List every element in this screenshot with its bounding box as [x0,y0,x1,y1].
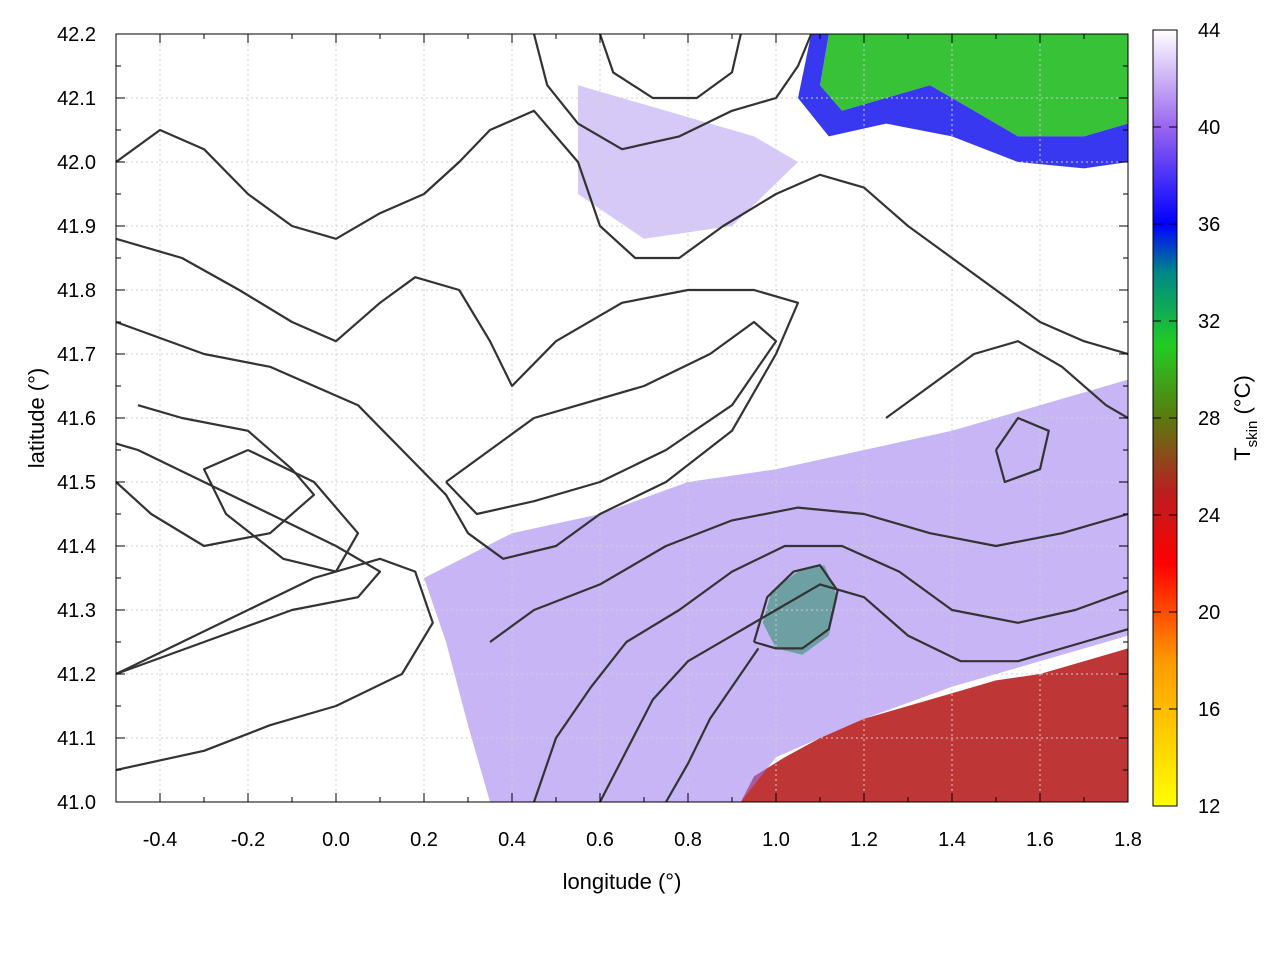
colorbar-label-sub: skin [1244,421,1261,448]
y-tick-label-7: 41.7 [57,344,96,366]
contour-line-4 [116,109,1128,356]
region-northeast-cool [820,34,1128,137]
colorbar-tick-label-0: 12 [1198,796,1220,818]
x-tick-label-2: 0.0 [322,829,350,851]
contour-line-5 [532,34,813,151]
contour-line-8 [489,506,1128,643]
contour-line-12 [752,564,839,650]
y-axis-ticks: 41.0 41.1 41.2 41.3 41.4 41.5 41.6 41.7 41.8 41.9… [57,24,1128,814]
colorbar-tick-label-7: 40 [1198,117,1220,139]
y-tick-label-4: 41.4 [57,536,96,558]
contour-line-14 [994,416,1050,484]
colorbar-label-main: T [1230,447,1255,460]
y-tick-label-3: 41.3 [57,600,96,622]
contour-line-1 [116,442,382,676]
contour-line-15 [116,404,316,548]
colorbar-tick-label-6: 36 [1198,214,1220,236]
contour-line-9 [532,544,1128,802]
y-tick-label-6: 41.6 [57,408,96,430]
x-tick-label-7: 1.0 [762,829,790,851]
region-northeast-blue-rim [798,34,1128,169]
contour-line-0 [116,557,434,772]
colorbar-ticks: 12 16 20 24 28 32 36 40 44 [1153,20,1220,818]
x-axis-label: longitude (°) [563,869,682,894]
contour-lines [116,34,1128,802]
colorbar-tick-label-1: 16 [1198,699,1220,721]
x-tick-label-10: 1.6 [1026,829,1054,851]
y-tick-label-11: 42.1 [57,88,96,110]
y-tick-label-0: 41.0 [57,792,96,814]
contour-line-6 [598,34,742,100]
colorbar-tick-label-2: 20 [1198,602,1220,624]
contour-line-2 [202,448,360,573]
x-tick-label-0: -0.4 [143,829,177,851]
colorbar-tick-label-8: 44 [1198,20,1220,42]
colorbar-tick-label-3: 24 [1198,505,1220,527]
region-sea [740,648,1128,802]
x-tick-label-9: 1.4 [938,829,966,851]
x-tick-label-3: 0.2 [410,829,438,851]
contour-line-13 [885,340,1128,419]
x-axis-ticks: -0.4 -0.2 0.0 0.2 0.4 0.6 0.8 1.0 1.2 1.4 1.6 1.8 [115,34,1142,851]
colorbar-label: Tskin (°C) [1230,375,1261,461]
colorbar-tick-label-5: 32 [1198,311,1220,333]
contour-line-11 [665,647,760,802]
x-tick-label-1: -0.2 [231,829,265,851]
x-tick-label-4: 0.4 [498,829,526,851]
contour-line-10 [599,583,1128,802]
x-tick-label-6: 0.8 [674,829,702,851]
x-tick-label-11: 1.8 [1114,829,1142,851]
x-tick-label-8: 1.2 [850,829,878,851]
grid-lines [116,34,1128,802]
contour-line-7 [445,320,778,516]
y-tick-label-10: 42.0 [57,152,96,174]
y-tick-label-8: 41.8 [57,280,96,302]
colorbar-label-suffix: (°C) [1230,375,1255,420]
x-tick-label-5: 0.6 [586,829,614,851]
y-tick-label-1: 41.1 [57,728,96,750]
y-tick-label-5: 41.5 [57,472,96,494]
y-tick-label-9: 41.9 [57,216,96,238]
contour-line-3 [116,237,800,560]
y-tick-label-12: 42.2 [57,24,96,46]
colorbar-tick-label-4: 28 [1198,408,1220,430]
y-axis-label: latitude (°) [24,368,49,469]
y-tick-label-2: 41.2 [57,664,96,686]
